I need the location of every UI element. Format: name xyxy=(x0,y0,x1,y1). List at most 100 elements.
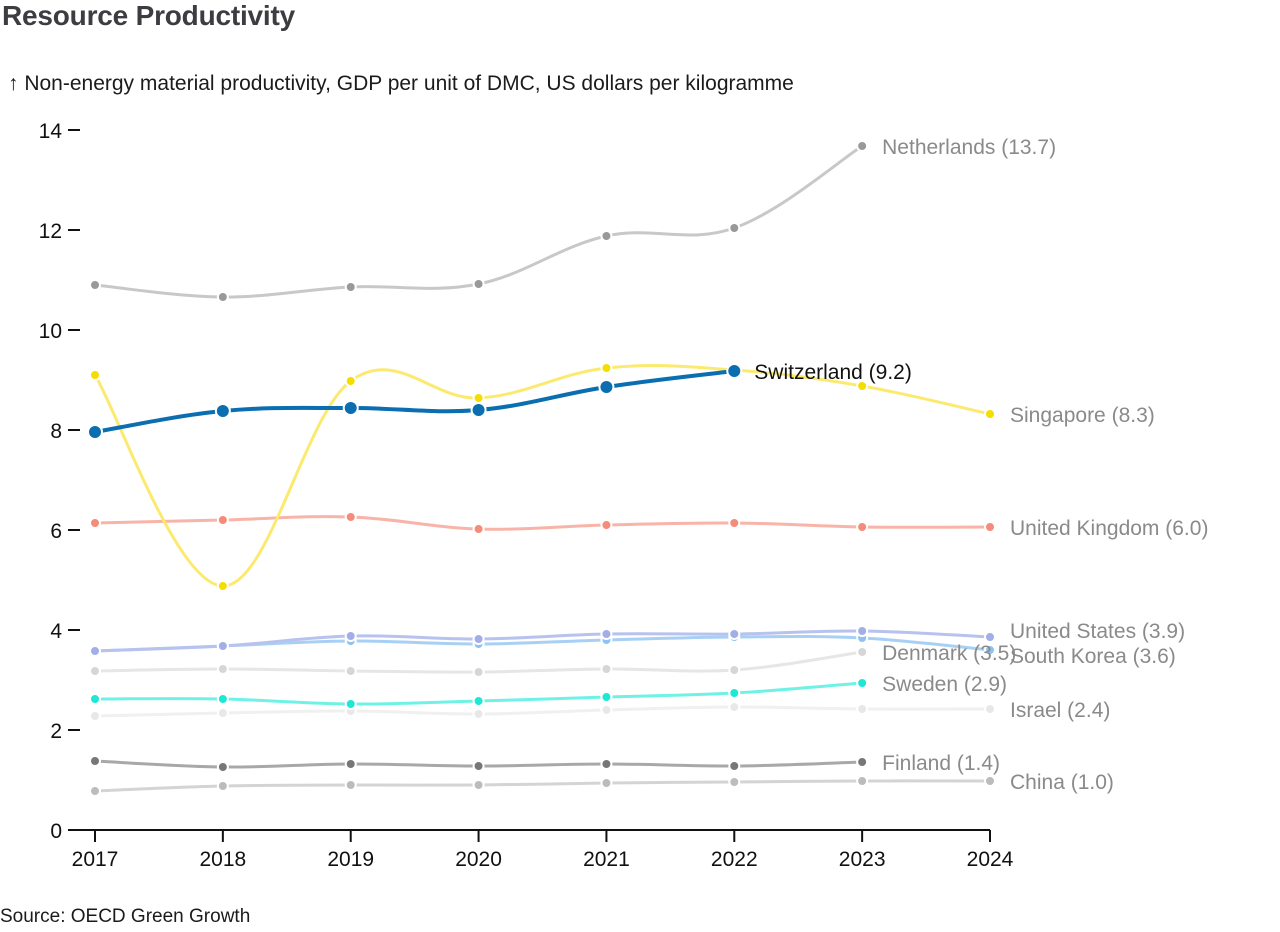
data-point-singapore-2019[interactable] xyxy=(344,375,357,387)
data-point-finland-2017[interactable] xyxy=(89,755,101,767)
data-point-china-2023[interactable] xyxy=(856,775,869,787)
data-point-united-kingdom-2019[interactable] xyxy=(344,511,357,523)
data-point-united-states-2022[interactable] xyxy=(728,628,741,640)
data-point-denmark-2018[interactable] xyxy=(216,663,229,675)
x-tick-label: 2018 xyxy=(199,848,246,871)
data-point-united-kingdom-2018[interactable] xyxy=(216,514,229,526)
data-point-switzerland-2018[interactable] xyxy=(214,403,231,419)
y-tick-label: 0 xyxy=(50,820,62,843)
data-point-singapore-2021[interactable] xyxy=(600,362,613,374)
data-point-finland-2023[interactable] xyxy=(856,756,869,768)
data-point-united-kingdom-2020[interactable] xyxy=(472,523,485,535)
series-line-israel[interactable] xyxy=(93,705,992,718)
data-point-finland-2018[interactable] xyxy=(216,761,229,773)
data-point-netherlands-2018[interactable] xyxy=(216,291,229,303)
y-tick-label: 10 xyxy=(39,320,62,343)
data-point-united-kingdom-2022[interactable] xyxy=(728,517,741,529)
data-point-united-states-2019[interactable] xyxy=(344,630,357,642)
data-point-singapore-2024[interactable] xyxy=(984,408,996,420)
data-point-switzerland-2019[interactable] xyxy=(342,400,359,416)
data-point-china-2020[interactable] xyxy=(472,779,485,791)
series-label-sweden: Sweden (2.9) xyxy=(882,673,1007,696)
data-point-denmark-2020[interactable] xyxy=(472,666,485,678)
series-line-united-kingdom[interactable] xyxy=(93,515,992,531)
data-point-netherlands-2019[interactable] xyxy=(344,281,357,293)
x-tick-label: 2017 xyxy=(72,848,119,871)
data-point-sweden-2017[interactable] xyxy=(89,693,101,705)
data-point-sweden-2019[interactable] xyxy=(344,698,357,710)
data-point-denmark-2019[interactable] xyxy=(344,665,357,677)
data-point-netherlands-2022[interactable] xyxy=(728,222,741,234)
series-line-united-states[interactable] xyxy=(93,629,992,653)
data-point-finland-2020[interactable] xyxy=(472,760,485,772)
data-point-finland-2022[interactable] xyxy=(728,760,741,772)
y-tick-label: 2 xyxy=(50,720,62,743)
series-line-switzerland[interactable] xyxy=(93,369,737,434)
data-point-israel-2017[interactable] xyxy=(89,710,101,722)
x-tick-label: 2019 xyxy=(327,848,374,871)
data-point-sweden-2021[interactable] xyxy=(600,691,613,703)
data-point-sweden-2020[interactable] xyxy=(472,695,485,707)
data-point-israel-2021[interactable] xyxy=(600,704,613,716)
series-label-china: China (1.0) xyxy=(1010,771,1114,794)
data-point-finland-2019[interactable] xyxy=(344,758,357,770)
data-point-sweden-2023[interactable] xyxy=(856,677,869,689)
data-point-united-states-2023[interactable] xyxy=(856,625,869,637)
data-point-israel-2018[interactable] xyxy=(216,707,229,719)
data-point-united-kingdom-2024[interactable] xyxy=(984,521,996,533)
data-point-united-kingdom-2023[interactable] xyxy=(856,521,869,533)
data-point-china-2021[interactable] xyxy=(600,777,613,789)
data-point-sweden-2022[interactable] xyxy=(728,687,741,699)
data-point-china-2022[interactable] xyxy=(728,776,741,788)
y-tick-label: 6 xyxy=(50,520,62,543)
y-tick-label: 14 xyxy=(39,120,63,143)
y-tick-label: 12 xyxy=(39,220,62,243)
data-point-united-states-2020[interactable] xyxy=(472,633,485,645)
data-point-switzerland-2021[interactable] xyxy=(598,379,615,395)
data-point-denmark-2017[interactable] xyxy=(89,665,101,677)
data-point-switzerland-2017[interactable] xyxy=(87,424,103,440)
data-point-united-kingdom-2021[interactable] xyxy=(600,519,613,531)
data-point-singapore-2017[interactable] xyxy=(89,369,101,381)
data-point-singapore-2018[interactable] xyxy=(216,580,229,592)
series-label-netherlands: Netherlands (13.7) xyxy=(882,136,1056,159)
data-point-south-korea-2024[interactable] xyxy=(984,644,996,656)
data-point-denmark-2023[interactable] xyxy=(856,646,869,658)
data-point-sweden-2018[interactable] xyxy=(216,693,229,705)
data-point-singapore-2020[interactable] xyxy=(472,392,485,404)
data-point-united-states-2017[interactable] xyxy=(89,645,101,657)
series-line-china[interactable] xyxy=(93,779,992,793)
data-point-switzerland-2020[interactable] xyxy=(470,402,487,418)
data-point-netherlands-2021[interactable] xyxy=(600,230,613,242)
series-label-switzerland: Switzerland (9.2) xyxy=(754,361,912,384)
data-point-switzerland-2022[interactable] xyxy=(726,363,743,379)
data-point-israel-2024[interactable] xyxy=(984,703,996,715)
data-point-china-2019[interactable] xyxy=(344,779,357,791)
series-label-denmark: Denmark (3.5) xyxy=(882,642,1016,665)
series-line-south-korea[interactable] xyxy=(93,634,992,653)
data-point-china-2018[interactable] xyxy=(216,780,229,792)
data-point-netherlands-2023[interactable] xyxy=(856,140,869,152)
data-point-denmark-2021[interactable] xyxy=(600,663,613,675)
data-point-united-states-2024[interactable] xyxy=(984,631,996,643)
data-point-israel-2023[interactable] xyxy=(856,703,869,715)
source-note: Source: OECD Green Growth xyxy=(0,906,251,927)
data-point-denmark-2022[interactable] xyxy=(728,664,741,676)
data-point-united-kingdom-2017[interactable] xyxy=(89,517,101,529)
series-label-finland: Finland (1.4) xyxy=(882,752,1000,775)
data-point-israel-2022[interactable] xyxy=(728,701,741,713)
data-point-netherlands-2020[interactable] xyxy=(472,278,485,290)
data-point-united-states-2018[interactable] xyxy=(216,640,229,652)
series-dots xyxy=(87,140,996,797)
series-label-united-kingdom: United Kingdom (6.0) xyxy=(1010,517,1208,540)
data-point-singapore-2023[interactable] xyxy=(856,380,869,392)
data-point-finland-2021[interactable] xyxy=(600,758,613,770)
data-point-china-2024[interactable] xyxy=(984,775,996,787)
data-point-netherlands-2017[interactable] xyxy=(89,279,101,291)
data-point-china-2017[interactable] xyxy=(89,785,101,797)
data-point-united-states-2021[interactable] xyxy=(600,628,613,640)
x-tick-label: 2021 xyxy=(583,848,630,871)
data-point-israel-2020[interactable] xyxy=(472,708,485,720)
series-line-netherlands[interactable] xyxy=(93,144,864,299)
